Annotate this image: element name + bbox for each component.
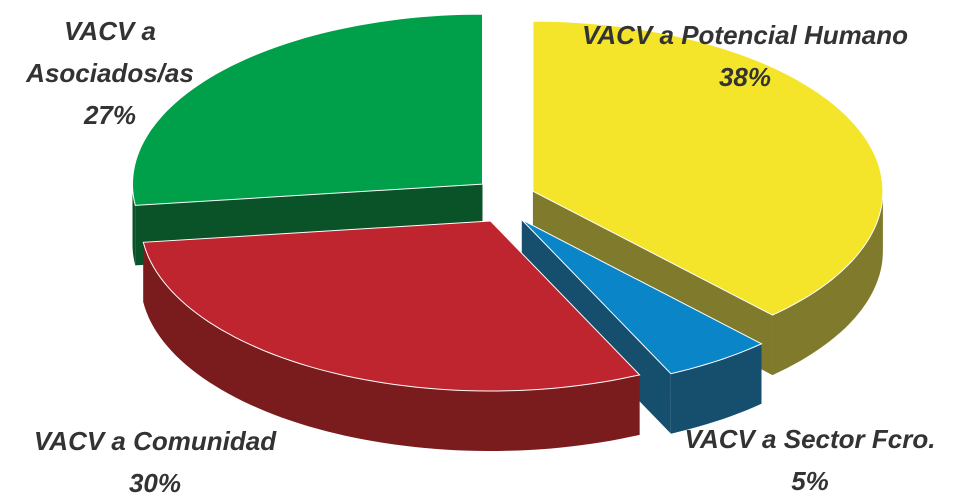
slice-side xyxy=(143,242,640,451)
label: VACV a Potencial Humano 38% xyxy=(540,14,950,98)
label: VACV a Asociados/as 27% xyxy=(10,10,210,136)
category-label: VACV a Comunidad xyxy=(33,426,277,456)
value-label: 30% xyxy=(128,468,182,498)
value-label: 27% xyxy=(83,100,137,130)
value-label: 5% xyxy=(791,466,829,496)
label: VACV a Sector Fcro. 5% xyxy=(660,418,960,499)
slice xyxy=(131,13,484,206)
slice xyxy=(521,219,763,375)
category-label: VACV a Sector Fcro. xyxy=(684,424,936,454)
slice-side xyxy=(670,343,762,434)
slice xyxy=(142,220,641,392)
slice xyxy=(532,20,884,316)
category-label: VACV a Asociados/as xyxy=(26,16,194,88)
category-label: VACV a Potencial Humano xyxy=(581,20,909,50)
label: VACV a Comunidad 30% xyxy=(0,420,310,499)
value-label: 38% xyxy=(718,62,772,92)
